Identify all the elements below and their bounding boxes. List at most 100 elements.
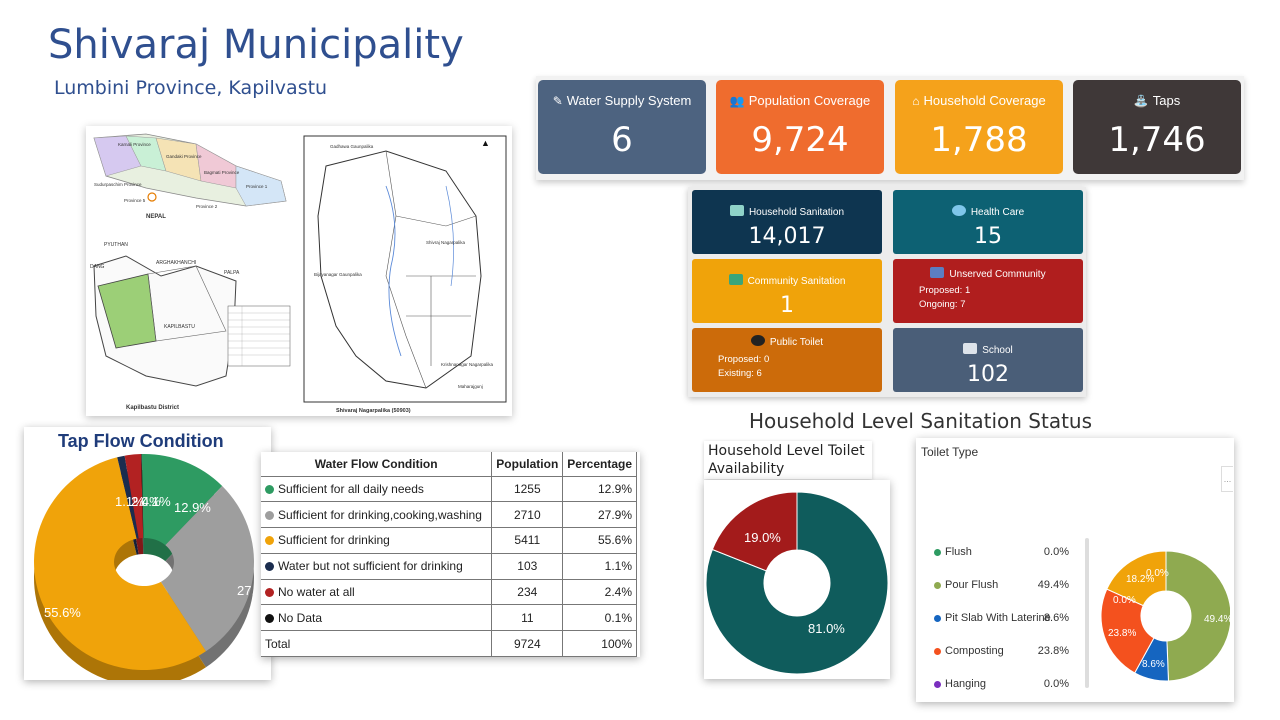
legend-item[interactable]: Hanging 0.0% (934, 678, 1069, 690)
legend-item[interactable]: Pour Flush 49.4% (934, 579, 1069, 591)
table-row: No Data 11 0.1% (261, 604, 637, 632)
kpi-value: 9,724 (751, 120, 849, 160)
chart-title: Toilet Type (921, 445, 979, 459)
legend-item[interactable]: Composting 23.8% (934, 645, 1069, 657)
data-label: 0.0% (1146, 568, 1169, 579)
map-label: DANG (90, 264, 105, 270)
map-label: KAPILBASTU (164, 324, 195, 330)
condition-cell: Sufficient for all daily needs (261, 476, 493, 503)
table-total-row: Total 9724 100% (261, 630, 637, 658)
legend-label: Pour Flush (945, 579, 999, 591)
pie-slice (141, 454, 223, 546)
chart-title: Tap Flow Condition (58, 431, 224, 451)
legend-item[interactable]: Flush 0.0% (934, 546, 1069, 558)
data-label: 49.4% (1204, 614, 1230, 625)
percentage-cell: 0.1% (562, 604, 637, 632)
total-label: Total (261, 630, 493, 658)
unserved-icon (930, 267, 945, 278)
tile-value: 102 (967, 362, 1009, 387)
pie-slice (1100, 588, 1155, 674)
chart-title: Household Level Toilet Availability (704, 441, 872, 479)
kpi-household-coverage: ⌂ Household Coverage 1,788 (895, 80, 1063, 174)
condition-label: No water at all (278, 585, 355, 600)
condition-cell: Sufficient for drinking (261, 527, 493, 554)
table-row: Sufficient for drinking,cooking,washing 2… (261, 501, 637, 529)
map-label: NEPAL (146, 214, 166, 220)
map-label: Karnali Province (118, 142, 151, 147)
map-label: Province 5 (124, 198, 146, 203)
legend-dot (934, 582, 941, 589)
tile-label: Public Toilet (769, 337, 824, 348)
tile-label: Household Sanitation (748, 207, 845, 218)
tile-ongoing: Ongoing: 7 (919, 299, 966, 310)
more-options-icon[interactable]: ... (1221, 466, 1233, 492)
tile-public-toilet: Public Toilet Proposed: 0 Existing: 6 (692, 328, 882, 392)
tile-label: Health Care (970, 207, 1025, 218)
water-flow-table: Water Flow Condition Population Percenta… (261, 452, 640, 658)
toilet-availability-donut: 81.0% 19.0% (705, 491, 889, 675)
legend-dot (265, 562, 274, 572)
legend-dot (934, 615, 941, 622)
legend-value: 49.4% (1037, 579, 1069, 591)
condition-label: Sufficient for all daily needs (278, 481, 424, 496)
data-label: 2.4% (131, 494, 161, 509)
percentage-cell: 12.9% (562, 476, 637, 503)
table-header-row: Water Flow Condition Population Percenta… (261, 452, 637, 477)
tile-value: 15 (974, 224, 1002, 249)
map-label: Maharajgunj (458, 384, 483, 389)
map-label: Shivraj Nagarpalika (426, 240, 466, 245)
data-label: 23.8% (1108, 628, 1136, 639)
tile-value: 1 (780, 293, 794, 318)
population-cell: 2710 (491, 501, 564, 529)
pie-slice (141, 454, 144, 539)
section-title: Household Level Sanitation Status (749, 409, 1093, 433)
kpi-taps: ⛲ Taps 1,746 (1073, 80, 1241, 174)
page-title: Shivaraj Municipality (48, 22, 464, 68)
community-icon (728, 274, 743, 285)
condition-label: No Data (278, 610, 323, 625)
data-label: 8.6% (1142, 659, 1165, 670)
percentage-cell: 55.6% (562, 527, 637, 554)
toilet-type-donut: 49.4%8.6%23.8%0.0%18.2%0.0% (1100, 550, 1230, 682)
legend-value: 8.6% (1043, 612, 1069, 624)
legend-dot (265, 588, 274, 598)
map-label: PALPA (224, 270, 240, 276)
map-label: Province 1 (246, 184, 268, 189)
legend-scrollbar[interactable] (1085, 538, 1089, 688)
legend-dot (265, 510, 274, 520)
pie-slice (705, 491, 889, 675)
tile-label: Unserved Community (949, 269, 1046, 280)
kpi-strip: ✎ Water Supply System 6 👥 Population Cover… (536, 76, 1244, 180)
legend-label: Pit Slab With Laterine (945, 612, 1051, 624)
legend-dot (934, 681, 941, 688)
tile-label: Community Sanitation (747, 276, 846, 287)
population-cell: 1255 (491, 476, 564, 503)
condition-cell: No Data (261, 604, 493, 632)
map-label: Sudurpaschim Province (94, 182, 142, 187)
map-label: ARGHAKHANCHI (156, 260, 196, 266)
tap-flow-pie: 12.9%27.9%55.6%1.1%2.4%0.1% (33, 454, 271, 680)
legend-label: Flush (945, 546, 972, 558)
kpi-label: Taps (1152, 93, 1181, 108)
total-percentage: 100% (562, 630, 637, 658)
total-population: 9724 (491, 630, 564, 658)
tile-value: 14,017 (748, 224, 826, 249)
condition-label: Water but not sufficient for drinking (278, 559, 463, 574)
sanitation-tiles: Household Sanitation 14,017 Health Care … (688, 187, 1086, 397)
map-label: Shivaraj Nagarpalika (50903) (336, 408, 411, 414)
condition-label: Sufficient for drinking (278, 533, 390, 548)
percentage-cell: 27.9% (562, 501, 637, 529)
kpi-value: 1,746 (1108, 120, 1206, 160)
data-label: 18.2% (1126, 574, 1154, 585)
legend-dot (265, 536, 274, 546)
pie-slice (117, 455, 139, 539)
legend-item[interactable]: Pit Slab With Laterine 8.6% (934, 612, 1069, 624)
municipality-map: Karnali Province Gandaki Province Sudurp… (86, 126, 512, 416)
table-row: Water but not sufficient for drinking 103… (261, 553, 637, 580)
pie-slice (33, 457, 206, 670)
map-label: Kapilbastu District (126, 405, 179, 411)
table-row: Sufficient for all daily needs 1255 12.9% (261, 476, 637, 503)
home-icon: ⌂ (912, 94, 920, 108)
table-row: Sufficient for drinking 5411 55.6% (261, 527, 637, 554)
pie-slice (160, 486, 254, 652)
